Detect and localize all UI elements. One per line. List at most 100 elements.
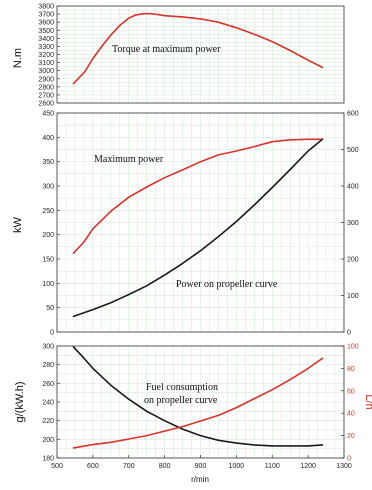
- x-tick-label: 900: [195, 463, 207, 470]
- torque-series-0-point: [164, 15, 166, 17]
- power-y2-tick-label: 500: [347, 147, 359, 154]
- torque-y-tick-label: 3100: [38, 60, 54, 67]
- power-series-1-point: [199, 250, 202, 252]
- x-tick-label: 1000: [229, 463, 245, 470]
- power-series-0-point: [72, 252, 75, 254]
- power-series-1-point: [72, 315, 75, 318]
- x-tick-label: 500: [51, 463, 63, 470]
- propeller-power-annotation: Power on propeller curve: [176, 279, 278, 290]
- power-series-0-point: [92, 228, 94, 230]
- power-y-axis-label: kW: [12, 216, 24, 233]
- torque-series-0-point: [181, 16, 184, 18]
- power-series-line-0: [72, 138, 324, 254]
- fuel-series-0-point: [217, 439, 220, 441]
- fuel-series-0-point: [253, 444, 255, 446]
- fuel-y2-tick-label: 100: [347, 344, 359, 351]
- torque-y-tick-label: 2600: [38, 101, 54, 108]
- fuel-series-line-0: [72, 346, 324, 447]
- power-series-0-point: [110, 210, 112, 212]
- fuel-y-tick-label: 240: [42, 400, 54, 407]
- fuel-series-0-point: [321, 444, 324, 446]
- power-y2-tick-label: 400: [347, 184, 359, 191]
- x-tick-label: 1200: [300, 463, 316, 470]
- fuel-y-ticks: 180 200 220 240 260 280 300: [42, 344, 60, 463]
- power-series-1-point: [217, 236, 220, 238]
- power-y2-ticks: 0 100 200 300 400 500 600: [341, 111, 359, 337]
- fuel-series-0-point: [271, 445, 273, 447]
- torque-series-0-point: [217, 21, 220, 23]
- fuel-series-1-point: [321, 357, 324, 359]
- power-series-1-point: [321, 138, 324, 140]
- power-series-0-point: [83, 241, 85, 243]
- power-y2-tick-label: 200: [347, 257, 359, 264]
- fuel-series-1-point: [271, 389, 273, 391]
- fuel-y2-axis-label: L/h: [363, 394, 372, 409]
- fuel-series-0-point: [289, 445, 291, 447]
- power-y-tick-label: 150: [42, 257, 54, 264]
- power-series-1-point: [253, 204, 255, 206]
- fuel-y2-ticks: 0 20 40 60 80 100: [341, 344, 359, 463]
- power-series-1-point: [92, 309, 94, 311]
- fuel-y2-tick-label: 60: [347, 388, 355, 395]
- fuel-y2-tick-label: 80: [347, 366, 355, 373]
- fuel-series-0-point: [199, 435, 202, 437]
- fuel-series-0-point: [164, 420, 166, 422]
- fuel-series-1-point: [110, 441, 112, 443]
- power-series-0-point: [199, 161, 202, 163]
- torque-series-layer: [72, 12, 324, 85]
- power-series-0-point: [289, 139, 291, 141]
- torque-series-0-point: [77, 77, 80, 79]
- torque-y-tick-label: 2700: [38, 92, 54, 99]
- torque-series-0-point: [101, 45, 103, 48]
- fuel-series-1-point: [199, 420, 202, 422]
- fuel-panel: 180 200 220 240 260 280 300 0 20 40 60 80 100 500 60…: [14, 344, 372, 485]
- torque-y-tick-label: 3300: [38, 44, 54, 51]
- torque-series-0-point: [235, 27, 237, 29]
- x-tick-label: 600: [87, 463, 99, 470]
- torque-y-tick-label: 3700: [38, 12, 54, 19]
- power-y2-tick-label: 100: [347, 293, 359, 300]
- fuel-series-1-point: [289, 379, 291, 381]
- power-series-1-point: [271, 186, 273, 189]
- fuel-series-0-point: [128, 398, 130, 400]
- torque-series-0-point: [321, 66, 324, 69]
- fuel-annotation-line2: on propeller curve: [144, 395, 218, 406]
- torque-series-0-point: [307, 59, 309, 61]
- power-y2-tick-label: 600: [347, 111, 359, 118]
- max-power-annotation: Maximum power: [94, 154, 164, 165]
- power-panel: 0 50 100 150 200 250 300 350 400 450 0 100 200 300 40…: [12, 111, 359, 337]
- fuel-series-layer: [72, 346, 324, 449]
- x-tick-label: 1300: [336, 463, 352, 470]
- fuel-series-0-point: [181, 428, 184, 430]
- torque-series-0-point: [142, 13, 144, 15]
- fuel-series-0-point: [146, 410, 148, 412]
- power-y-tick-label: 250: [42, 208, 54, 215]
- power-series-0-point: [128, 196, 130, 198]
- power-series-layer: [72, 138, 324, 318]
- power-series-1-point: [164, 274, 166, 276]
- torque-series-0-point: [289, 49, 291, 52]
- torque-series-0-point: [271, 40, 273, 43]
- fuel-series-1-point: [92, 443, 94, 446]
- power-series-0-point: [253, 145, 255, 148]
- fuel-annotation-line1: Fuel consumption: [146, 382, 218, 393]
- fuel-y-tick-label: 280: [42, 362, 54, 369]
- power-series-0-point: [307, 138, 309, 140]
- fuel-series-1-point: [146, 435, 148, 437]
- power-y-tick-label: 100: [42, 281, 54, 288]
- torque-y-tick-label: 3400: [38, 36, 54, 43]
- torque-y-tick-label: 3500: [38, 28, 54, 35]
- x-tick-label: 1100: [265, 463, 280, 470]
- torque-series-0-point: [110, 34, 112, 36]
- fuel-y-tick-label: 220: [42, 418, 54, 425]
- fuel-y2-tick-label: 40: [347, 411, 355, 418]
- fuel-y2-tick-label: 0: [347, 456, 351, 463]
- power-y-tick-label: 300: [42, 184, 54, 191]
- fuel-series-1-point: [128, 438, 130, 440]
- torque-panel: 2600 270028002900300031003200330034003500…: [12, 4, 345, 108]
- fuel-series-1-point: [217, 414, 220, 417]
- torque-series-0-point: [72, 83, 75, 85]
- fuel-y-tick-label: 180: [42, 456, 54, 463]
- torque-y-tick-label: 3800: [38, 4, 54, 11]
- torque-series-0-point: [128, 17, 130, 19]
